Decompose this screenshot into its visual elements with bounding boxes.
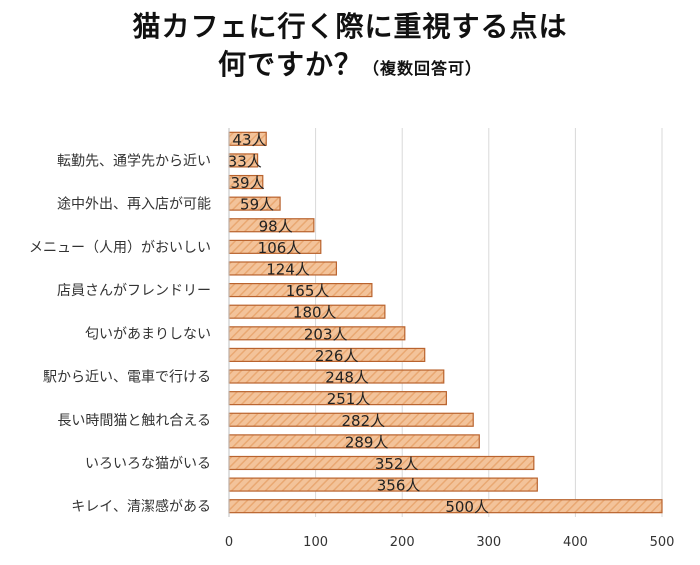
data-label: 98人 bbox=[259, 217, 293, 235]
chart-title-line1: 猫カフェに行く際に重視する点は bbox=[132, 10, 568, 43]
chart-title-line2: 何ですか？（複数回答可） bbox=[0, 46, 700, 88]
data-label: 248人 bbox=[325, 369, 369, 387]
x-tick-label: 400 bbox=[563, 535, 588, 550]
category-label: いろいろな猫がいる bbox=[85, 456, 211, 472]
category-label: 店員さんがフレンドリー bbox=[57, 283, 211, 299]
data-label: 33人 bbox=[228, 152, 262, 170]
chart-title: 猫カフェに行く際に重視する点は 何ですか？（複数回答可） bbox=[0, 8, 700, 88]
data-label: 165人 bbox=[286, 282, 330, 300]
x-tick-label: 300 bbox=[476, 535, 501, 550]
category-label: 長い時間猫と触れ合える bbox=[57, 413, 211, 429]
data-label: 352人 bbox=[375, 455, 419, 473]
data-label: 203人 bbox=[304, 325, 348, 343]
x-tick-label: 0 bbox=[225, 535, 233, 550]
data-label: 500人 bbox=[445, 498, 489, 516]
label-layer: 43人 33人 39人 59人 98人 106人 124人 165人 180人 203人 226人 2… bbox=[228, 131, 489, 516]
chart-title-sub: （複数回答可） bbox=[363, 59, 483, 78]
category-label: 途中外出、再入店が可能 bbox=[57, 196, 211, 213]
category-label: キレイ、清潔感がある bbox=[71, 498, 211, 515]
data-label: 282人 bbox=[341, 412, 385, 430]
axis-layer: 0 100 200 300 400 500 転勤先、通学先から近い途中外出、再入店が可能メニ… bbox=[29, 128, 674, 550]
bar-layer bbox=[228, 131, 663, 514]
data-label: 180人 bbox=[293, 304, 337, 322]
data-label: 106人 bbox=[258, 239, 302, 257]
x-tick-label: 200 bbox=[390, 535, 415, 550]
chart-title-main: 何ですか？ bbox=[217, 48, 363, 81]
category-label: 匂いがあまりしない bbox=[85, 326, 211, 342]
data-label: 226人 bbox=[315, 347, 359, 365]
category-label: 転勤先、通学先から近い bbox=[57, 153, 211, 169]
data-label: 124人 bbox=[266, 260, 310, 278]
data-label: 289人 bbox=[345, 433, 389, 451]
data-label: 39人 bbox=[231, 174, 265, 192]
data-label: 43人 bbox=[232, 131, 266, 149]
data-label: 251人 bbox=[327, 390, 371, 408]
x-tick-label: 500 bbox=[650, 535, 675, 550]
data-label: 59人 bbox=[240, 196, 274, 214]
data-label: 356人 bbox=[377, 477, 421, 495]
category-label: 駅から近い、電車で行ける bbox=[43, 369, 211, 386]
category-label: メニュー（人用）がおいしい bbox=[29, 240, 211, 256]
x-tick-label: 100 bbox=[303, 535, 328, 550]
